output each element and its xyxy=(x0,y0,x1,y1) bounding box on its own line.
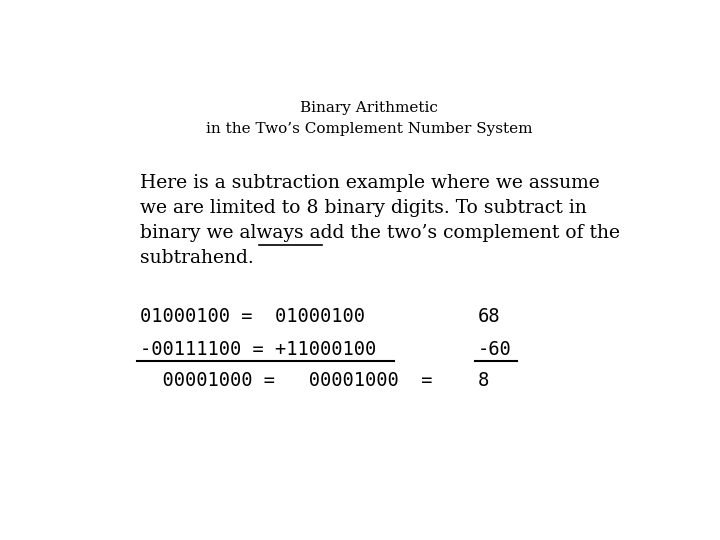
Text: Here is a subtraction example where we assume: Here is a subtraction example where we a… xyxy=(140,174,600,192)
Text: 00001000 =   00001000  =: 00001000 = 00001000 = xyxy=(140,372,433,390)
Text: 68: 68 xyxy=(478,307,500,326)
Text: we are limited to 8 binary digits. To subtract in: we are limited to 8 binary digits. To su… xyxy=(140,199,587,217)
Text: -00111100 = +11000100: -00111100 = +11000100 xyxy=(140,340,377,359)
Text: binary we always add the two’s complement of the: binary we always add the two’s complemen… xyxy=(140,224,620,242)
Text: Binary Arithmetic: Binary Arithmetic xyxy=(300,102,438,116)
Text: subtrahend.: subtrahend. xyxy=(140,249,254,267)
Text: -60: -60 xyxy=(478,340,511,359)
Text: 8: 8 xyxy=(478,372,489,390)
Text: 01000100 =  01000100: 01000100 = 01000100 xyxy=(140,307,365,326)
Text: in the Two’s Complement Number System: in the Two’s Complement Number System xyxy=(206,122,532,136)
